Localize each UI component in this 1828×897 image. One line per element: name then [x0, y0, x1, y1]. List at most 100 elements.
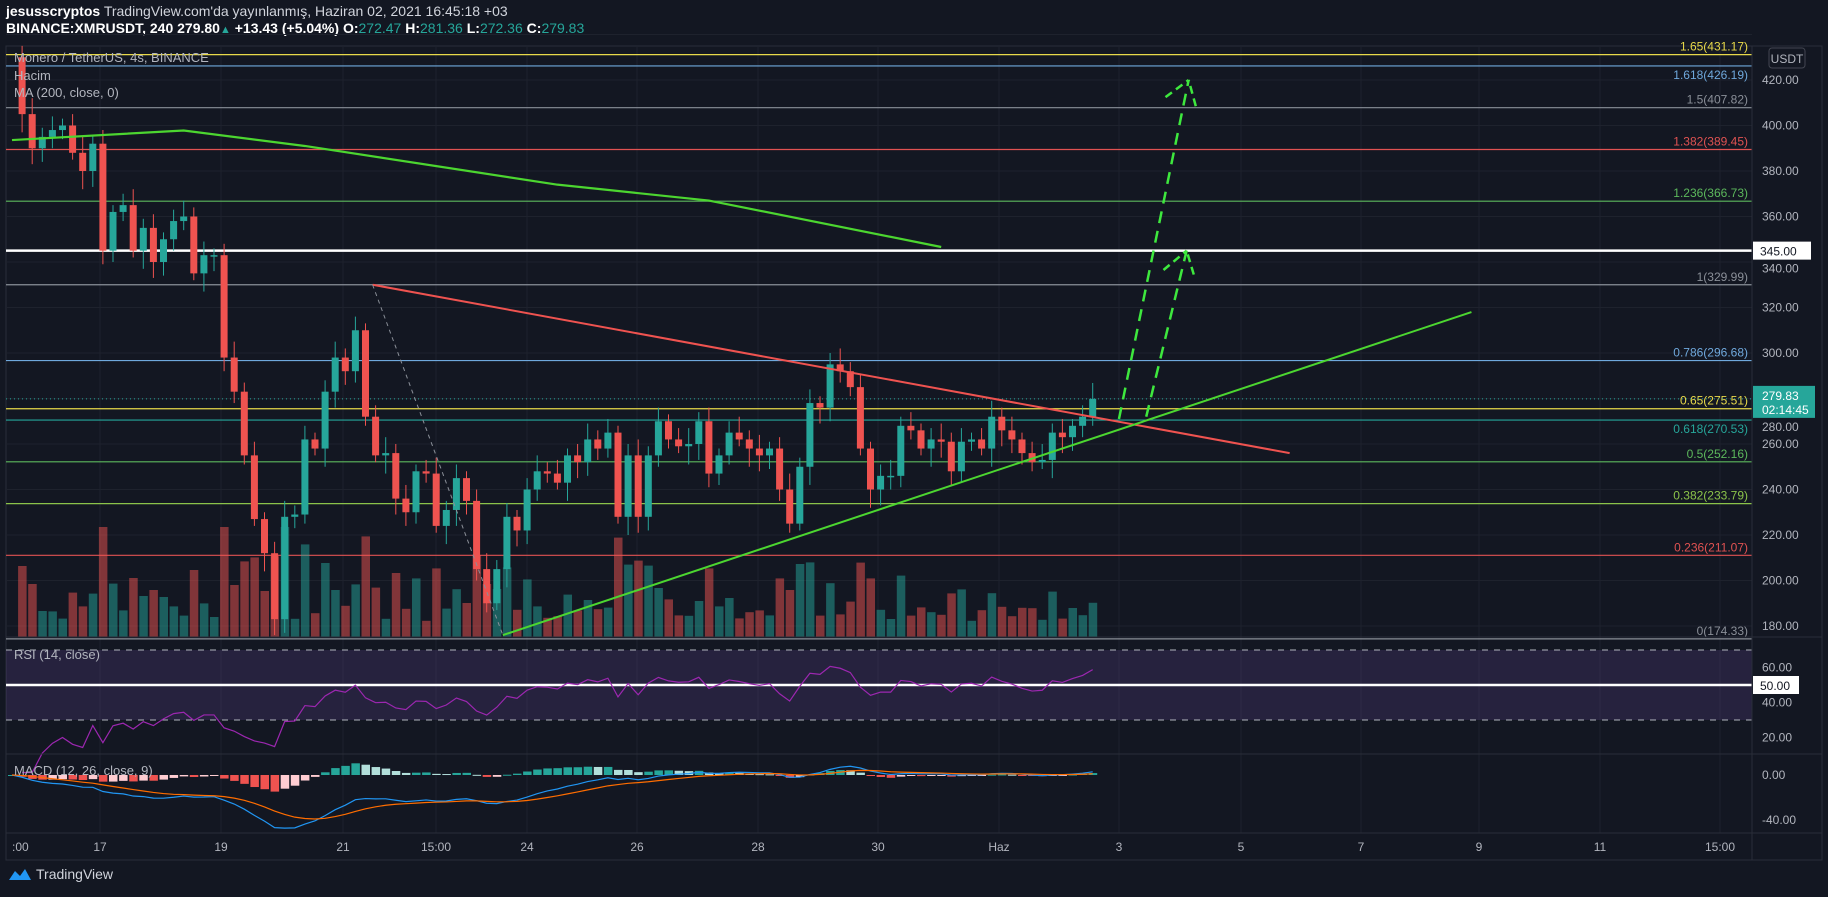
macd-histogram-bar — [492, 775, 502, 777]
volume-bar — [502, 567, 512, 637]
macd-histogram-bar — [119, 775, 128, 781]
price-axis[interactable]: 420.00 400.00 380.00 360.00 340.00 320.00 300.… — [1753, 73, 1815, 827]
rsi-mid-text: 50.00 — [1760, 679, 1790, 693]
candle-body — [564, 455, 571, 483]
macd-histogram-bar — [88, 775, 98, 780]
volume-bar — [331, 590, 340, 637]
macd-tick: -40.00 — [1762, 813, 1796, 827]
macd-histogram-bar — [856, 772, 865, 775]
candle-body — [907, 425, 915, 431]
symbol: BINANCE:XMRUSDT, 240 — [6, 20, 174, 36]
candle-body — [89, 143, 97, 171]
tradingview-logo-icon — [9, 869, 31, 880]
candle-body — [18, 57, 26, 115]
candle-body — [553, 473, 561, 483]
time-axis[interactable]: :00 17 19 21 15:00 24 26 28 30 Haz 3 5 7 9 11 15:00 — [12, 840, 1735, 854]
macd-histogram-bar — [189, 775, 199, 777]
candle-body — [321, 391, 329, 449]
volume-bar — [533, 606, 542, 637]
legend-volume[interactable]: Hacim — [14, 68, 51, 83]
up-triangle-icon: ▲ — [219, 24, 231, 36]
trendline-support[interactable] — [502, 311, 1472, 637]
volume-bar — [109, 583, 118, 637]
projection-arrow[interactable] — [1117, 79, 1190, 420]
volume-bar — [775, 578, 785, 637]
volume-bar — [543, 617, 552, 637]
time-tick: 26 — [630, 840, 644, 854]
currency-badge[interactable] — [1768, 47, 1806, 69]
fib-label: 0.618(270.53) — [1673, 422, 1748, 436]
volume-bar — [634, 560, 643, 637]
candle-body — [170, 221, 178, 240]
macd-histogram-bar — [462, 772, 471, 775]
price-tick: 180.00 — [1762, 619, 1799, 633]
legend-title[interactable]: Monero / TetherUS, 4s, BINANCE — [14, 50, 209, 65]
tradingview-logo[interactable]: TradingView — [8, 866, 113, 882]
macd-histogram-bar — [250, 775, 259, 788]
legend-macd[interactable]: MACD (12, 26, close, 9) — [14, 763, 153, 778]
candle-body — [1058, 432, 1066, 438]
candle-body — [402, 498, 410, 513]
macd-histogram-bar — [401, 772, 411, 775]
volume-bar — [1038, 619, 1047, 637]
volume-bar — [311, 613, 320, 637]
volume-bar — [1048, 591, 1057, 637]
candle-body — [271, 553, 279, 620]
macd-histogram-bar — [361, 764, 370, 775]
macd-histogram-bar — [967, 775, 976, 776]
author[interactable]: jesusscryptos — [6, 3, 101, 19]
price-label-345 — [1753, 241, 1811, 260]
macd-histogram-bar — [896, 775, 906, 777]
candle-body — [109, 211, 117, 251]
price-tick: 300.00 — [1762, 346, 1799, 360]
macd-histogram-bar — [593, 766, 603, 775]
candle-body — [59, 125, 66, 131]
time-tick: 5 — [1238, 840, 1245, 854]
macd-histogram-bar — [321, 772, 330, 775]
volume-bar — [139, 596, 148, 637]
candle-body — [715, 455, 723, 474]
macd-histogram-bar — [654, 770, 663, 775]
volume-bar — [725, 598, 734, 637]
candle-body — [69, 125, 77, 153]
arrow-head — [1162, 249, 1188, 271]
drawings[interactable] — [11, 78, 1472, 637]
candle-body — [341, 357, 349, 372]
volume-bar — [492, 589, 502, 637]
macd-histogram-bar — [987, 774, 997, 776]
macd-histogram-bar — [432, 773, 441, 775]
projection-arrow[interactable] — [1145, 250, 1188, 417]
macd-histogram-bar — [634, 772, 643, 775]
fib-label: 0.382(233.79) — [1673, 489, 1748, 503]
candle-body — [28, 114, 36, 149]
legend-ma[interactable]: MA (200, close, 0) — [14, 85, 119, 100]
candle-body — [826, 364, 834, 408]
candle-body — [220, 255, 228, 358]
trendline-resistance[interactable] — [372, 283, 1290, 455]
time-tick: 11 — [1594, 840, 1607, 854]
volume-bar — [412, 578, 421, 637]
last-price: 279.80 — [177, 20, 220, 36]
candle-body — [846, 371, 854, 388]
candle-body — [503, 516, 511, 570]
macd-histogram-bar — [937, 775, 946, 776]
macd-histogram-bar — [775, 775, 785, 776]
macd-histogram-bar — [179, 775, 189, 777]
volume-bar — [391, 573, 401, 637]
volume-bar — [28, 584, 37, 637]
macd-histogram-bar — [341, 765, 350, 775]
publish-info: jesusscryptos TradingView.com'da yayınla… — [6, 3, 508, 19]
volume-bar — [290, 618, 300, 637]
macd-histogram-bar — [553, 768, 562, 775]
macd-histogram-bar — [210, 775, 219, 776]
macd-histogram-bar — [765, 774, 774, 776]
volume-bar — [250, 557, 259, 637]
trendline-fib-anchor[interactable] — [372, 284, 504, 636]
legend-rsi[interactable]: RSI (14, close) — [14, 647, 100, 662]
volume-bar — [240, 561, 249, 637]
time-tick: 28 — [751, 840, 765, 854]
last-price-badge — [1753, 385, 1815, 418]
volume-bar — [452, 589, 461, 637]
volume-bar — [513, 609, 522, 637]
